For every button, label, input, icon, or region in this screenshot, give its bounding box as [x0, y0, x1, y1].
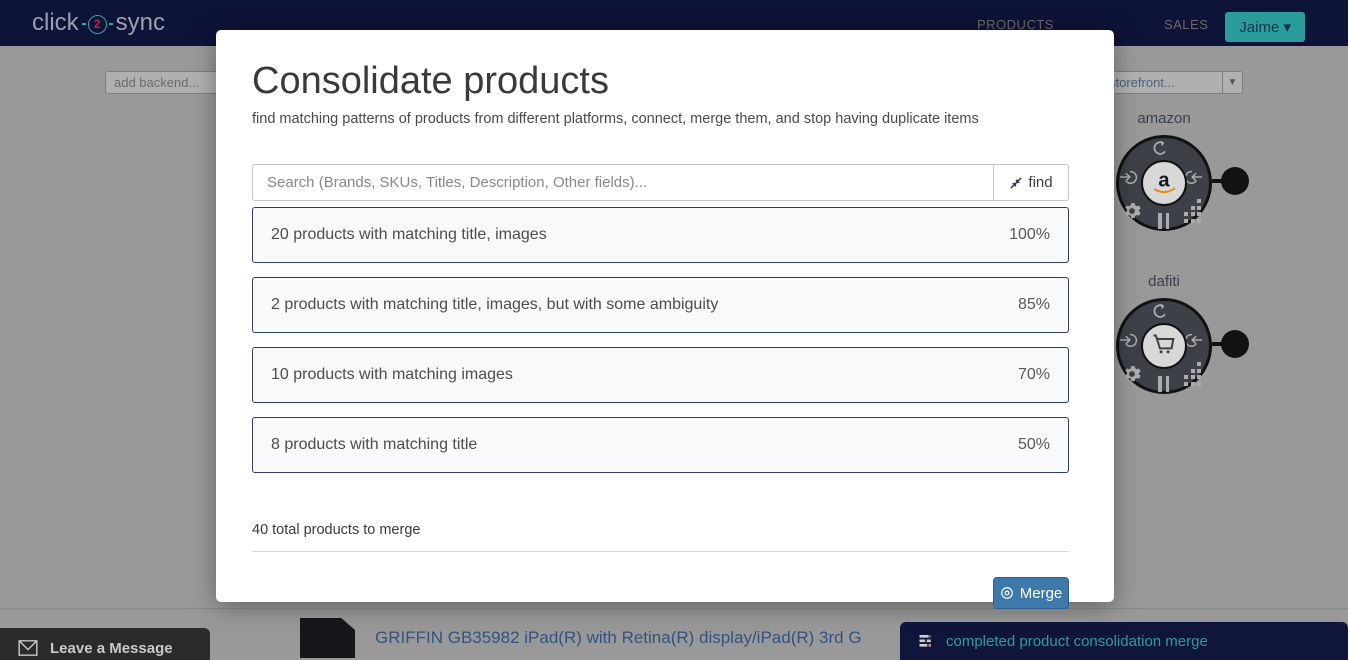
svg-text:a: a: [1158, 170, 1170, 192]
